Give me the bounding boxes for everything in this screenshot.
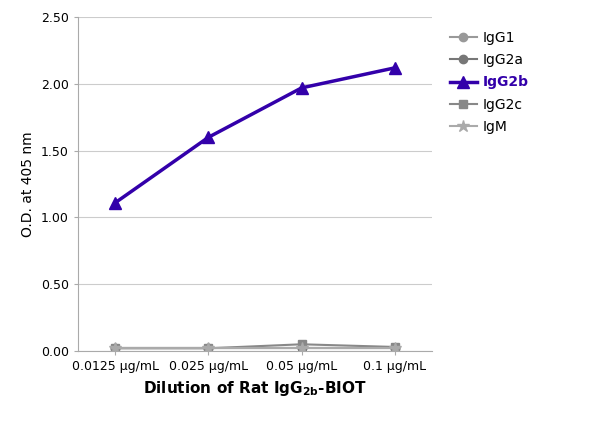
Line: IgG1: IgG1: [111, 344, 399, 352]
IgG1: [205, 346, 212, 351]
IgG1: [298, 346, 305, 351]
IgM: [205, 346, 212, 351]
IgG2a: [112, 346, 119, 351]
IgG2b: [298, 85, 305, 90]
IgG2c: [391, 345, 398, 350]
IgG2a: [298, 346, 305, 351]
IgG1: [391, 346, 398, 351]
IgM: [298, 346, 305, 351]
IgG2b: [205, 135, 212, 140]
IgG1: [112, 346, 119, 351]
IgM: [391, 346, 398, 351]
IgG2a: [391, 346, 398, 351]
IgG2b: [391, 65, 398, 71]
Line: IgG2a: IgG2a: [111, 344, 399, 352]
Line: IgG2b: IgG2b: [109, 62, 401, 209]
Line: IgG2c: IgG2c: [111, 340, 399, 352]
IgG2c: [112, 346, 119, 351]
X-axis label: Dilution of Rat IgG$_\mathregular{2b}$-BIOT: Dilution of Rat IgG$_\mathregular{2b}$-B…: [143, 378, 367, 398]
IgG2c: [205, 346, 212, 351]
Y-axis label: O.D. at 405 nm: O.D. at 405 nm: [22, 131, 35, 237]
IgM: [112, 346, 119, 351]
IgG2c: [298, 342, 305, 347]
Legend: IgG1, IgG2a, IgG2b, IgG2c, IgM: IgG1, IgG2a, IgG2b, IgG2c, IgM: [449, 31, 529, 134]
IgG2a: [205, 346, 212, 351]
Line: IgM: IgM: [109, 342, 401, 354]
IgG2b: [112, 200, 119, 205]
